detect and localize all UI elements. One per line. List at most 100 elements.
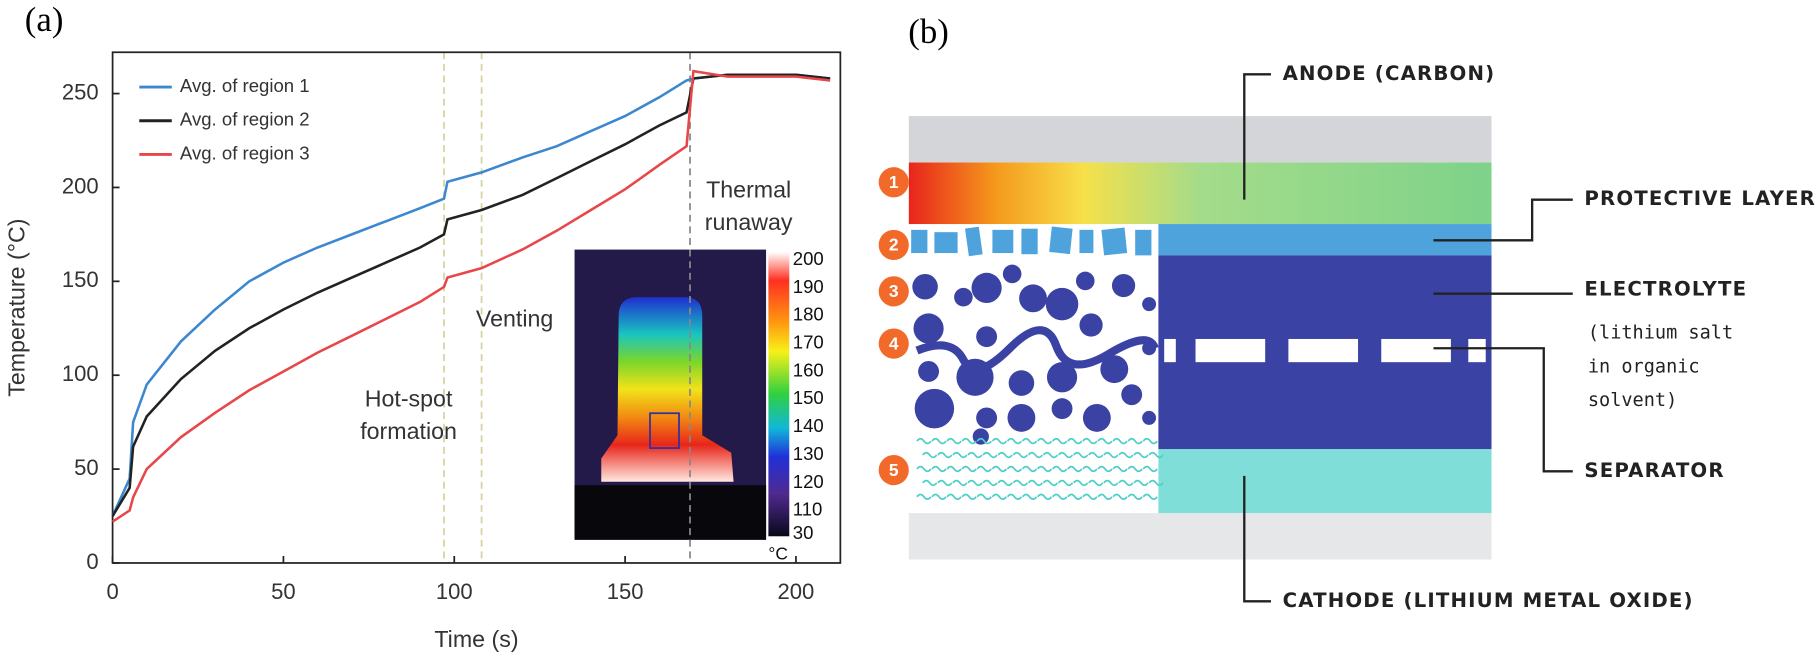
step-number: 4 — [889, 333, 899, 353]
electrolyte-note: in organic — [1588, 356, 1700, 377]
binder-ribbons — [915, 326, 1159, 374]
squiggle — [1012, 451, 1028, 459]
squiggle — [931, 493, 947, 500]
cathode-squiggles — [916, 437, 1164, 500]
squiggle — [1148, 451, 1164, 459]
squiggle — [1057, 479, 1074, 487]
legend-label: Avg. of region 3 — [180, 142, 310, 163]
annotation: Venting — [476, 306, 553, 332]
squiggle — [976, 465, 992, 473]
squiggle — [1148, 479, 1164, 487]
panel-label: (b) — [908, 12, 949, 51]
x-tick-label: 150 — [607, 579, 644, 604]
squiggle — [1021, 493, 1038, 500]
step-marker — [878, 328, 909, 359]
squiggle — [1027, 451, 1044, 459]
squiggle — [916, 437, 932, 445]
squiggle — [1112, 465, 1128, 473]
squiggle — [1021, 465, 1038, 473]
squiggle — [1103, 451, 1119, 459]
thermal-inset — [574, 249, 790, 540]
squiggle — [946, 465, 962, 473]
colorbar-tick-label: 120 — [793, 471, 824, 492]
legend-label: Avg. of region 1 — [180, 75, 310, 96]
annotation: Hot-spot formation — [360, 386, 457, 445]
squiggle — [982, 451, 998, 459]
squiggle — [1067, 437, 1083, 445]
lead-lines — [1243, 73, 1573, 603]
separator-label: SEPARATOR — [1584, 459, 1724, 482]
squiggle — [1118, 451, 1134, 459]
squiggle — [1142, 437, 1158, 445]
squiggle — [1112, 493, 1128, 500]
squiggle — [1072, 451, 1089, 459]
x-tick-label: 200 — [778, 579, 815, 604]
squiggle — [1127, 493, 1143, 500]
colorbar-tick-label: 30 — [793, 522, 814, 543]
squiggle — [967, 451, 983, 459]
squiggle — [961, 493, 977, 500]
cathode-layer — [1158, 449, 1492, 514]
step-marker — [878, 276, 909, 307]
squiggle — [1127, 465, 1143, 473]
squiggle — [1036, 465, 1053, 473]
y-tick-label: 0 — [86, 549, 98, 574]
colorbar-tick-label: 160 — [793, 359, 824, 380]
legend-label: Avg. of region 2 — [180, 109, 310, 130]
squiggle — [952, 451, 968, 459]
squiggle — [997, 451, 1013, 459]
squiggle — [991, 465, 1008, 473]
squiggle — [961, 437, 977, 445]
panel-label: (a) — [25, 0, 64, 39]
squiggle — [976, 437, 992, 445]
colorbar-tick-label: 110 — [793, 499, 823, 520]
squiggle — [1082, 493, 1098, 500]
colorbar-unit: °C — [768, 543, 788, 563]
squiggle — [961, 465, 977, 473]
x-axis-label: Time (s) — [434, 626, 518, 652]
separator-dashes — [1164, 338, 1486, 363]
protective-blocks — [911, 226, 1152, 257]
plot-frame — [111, 51, 842, 564]
squiggle — [1112, 437, 1128, 445]
squiggle — [1097, 465, 1113, 473]
squiggle — [1082, 437, 1098, 445]
squiggle — [1052, 465, 1068, 473]
squiggle — [1067, 493, 1083, 500]
series-line — [111, 69, 831, 523]
squiggle — [1082, 465, 1098, 473]
squiggle — [976, 493, 992, 500]
colorbar-tick-label: 200 — [793, 248, 824, 269]
y-tick-label: 250 — [62, 79, 99, 104]
squiggle — [1036, 493, 1053, 500]
squiggle — [916, 493, 932, 500]
step-marker — [878, 455, 909, 486]
squiggle — [982, 479, 998, 487]
squiggle — [1088, 451, 1104, 459]
squiggle — [1052, 437, 1068, 445]
x-tick-label: 0 — [106, 579, 118, 604]
anode-label: ANODE (CARBON) — [1283, 62, 1496, 85]
squiggle — [1006, 493, 1023, 500]
colorbar-tick-label: 150 — [793, 387, 824, 408]
colorbar-tick-label: 170 — [793, 332, 824, 353]
squiggle — [967, 479, 983, 487]
y-tick-label: 200 — [62, 173, 99, 198]
squiggle — [1118, 479, 1134, 487]
colorbar-tick-label: 140 — [793, 415, 824, 436]
electrolyte-label: ELECTROLYTE — [1584, 278, 1747, 301]
squiggle — [997, 479, 1013, 487]
step-number: 3 — [889, 281, 899, 301]
y-axis-label: Temperature (°C) — [4, 219, 30, 397]
step-marker — [878, 167, 909, 198]
step-number: 2 — [889, 235, 899, 255]
squiggle — [1142, 493, 1158, 500]
step-number: 1 — [889, 172, 899, 192]
y-tick-label: 150 — [62, 267, 99, 292]
squiggle — [1067, 465, 1083, 473]
anode-layer — [908, 162, 1492, 225]
squiggle — [1103, 479, 1119, 487]
diagram: (b) — [878, 12, 1815, 612]
squiggle — [1088, 479, 1104, 487]
